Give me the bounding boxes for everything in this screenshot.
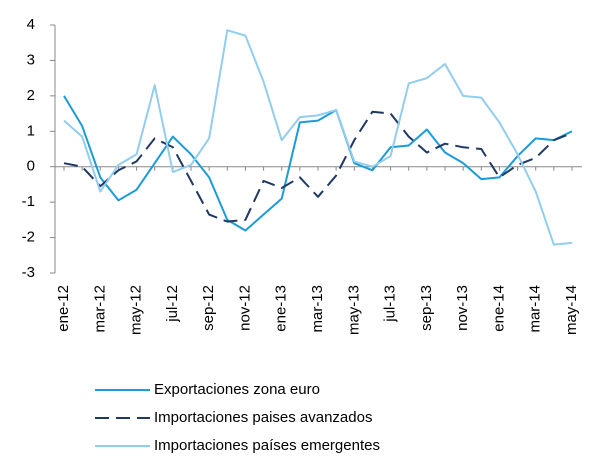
x-tick-label: mar-13 bbox=[309, 285, 326, 333]
y-tick-label: 2 bbox=[27, 87, 35, 104]
x-tick-label: ene-12 bbox=[55, 285, 72, 332]
x-tick-label: sep-13 bbox=[418, 285, 435, 331]
x-tick-label: nov-12 bbox=[236, 285, 253, 331]
series-line bbox=[63, 95, 573, 232]
y-tick-label: 0 bbox=[27, 158, 35, 175]
series-line bbox=[63, 110, 573, 223]
legend-label: Importaciones países emergentes bbox=[154, 437, 380, 454]
x-tick-label: may-14 bbox=[563, 285, 580, 335]
legend-label: Importaciones paises avanzados bbox=[154, 409, 372, 426]
x-tick-label: ene-14 bbox=[490, 285, 507, 332]
x-tick-label: may-12 bbox=[128, 285, 145, 335]
x-tick-label: mar-12 bbox=[91, 285, 108, 333]
legend-label: Exportaciones zona euro bbox=[154, 381, 320, 398]
x-tick-label: jul-13 bbox=[382, 285, 399, 323]
y-tick-label: -3 bbox=[22, 264, 35, 281]
x-tick-label: jul-12 bbox=[164, 285, 181, 323]
y-tick-label: 3 bbox=[27, 51, 35, 68]
y-tick-label: 4 bbox=[27, 16, 35, 33]
x-tick-label: ene-13 bbox=[273, 285, 290, 332]
series-line bbox=[63, 29, 573, 246]
y-tick-label: -2 bbox=[22, 229, 35, 246]
y-tick-label: -1 bbox=[22, 193, 35, 210]
x-tick-label: nov-13 bbox=[454, 285, 471, 331]
y-tick-label: 1 bbox=[27, 122, 35, 139]
x-tick-label: sep-12 bbox=[200, 285, 217, 331]
x-tick-label: may-13 bbox=[345, 285, 362, 335]
x-tick-label: mar-14 bbox=[527, 285, 544, 333]
